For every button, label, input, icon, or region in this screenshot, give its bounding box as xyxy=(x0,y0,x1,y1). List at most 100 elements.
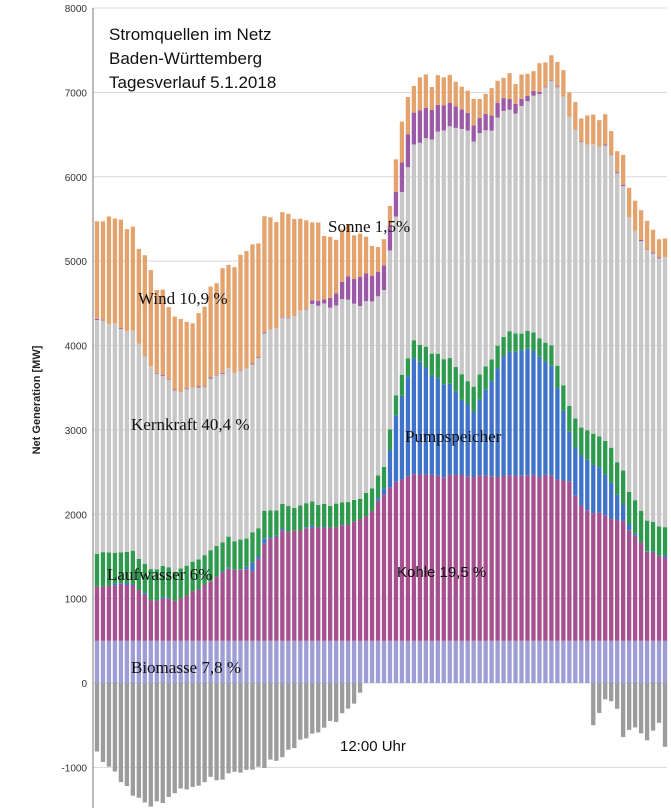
bar-biomasse xyxy=(339,640,345,683)
bar-stack xyxy=(316,222,321,733)
bar-sonne xyxy=(250,363,255,365)
bar-wind xyxy=(286,213,291,318)
bar-kernkraft xyxy=(256,357,261,529)
bar-kohle xyxy=(662,557,668,641)
bar-kernkraft xyxy=(172,390,177,572)
bar-kernkraft xyxy=(405,167,411,359)
bar-stack xyxy=(537,63,542,683)
bar-pumpspeicher xyxy=(555,388,560,480)
bar-export xyxy=(124,683,130,787)
bar-biomasse xyxy=(310,640,315,683)
bar-laufwasser xyxy=(238,539,243,570)
bar-wind xyxy=(597,120,602,147)
bar-stack xyxy=(555,61,560,683)
bar-wind xyxy=(417,77,423,111)
bar-kernkraft xyxy=(142,356,147,564)
bar-laufwasser xyxy=(411,340,417,359)
bar-pumpspeicher xyxy=(118,583,124,584)
bar-laufwasser xyxy=(262,510,267,539)
bar-sonne xyxy=(405,134,411,168)
bar-export xyxy=(609,683,614,702)
bar-stack xyxy=(632,200,638,728)
bar-kohle xyxy=(262,543,267,641)
bar-export xyxy=(626,683,632,730)
bar-kohle xyxy=(118,583,124,641)
bar-kohle xyxy=(441,477,446,641)
bar-biomasse xyxy=(447,640,452,683)
bar-laufwasser xyxy=(417,344,423,362)
bar-laufwasser xyxy=(531,332,536,351)
bar-stack xyxy=(393,159,399,683)
bar-sonne xyxy=(184,388,189,390)
bar-kernkraft xyxy=(555,87,560,366)
bar-sonne xyxy=(339,281,345,300)
bar-kernkraft xyxy=(154,373,159,570)
bar-kernkraft xyxy=(369,301,375,489)
bar-export xyxy=(184,683,189,790)
bar-stack xyxy=(561,70,566,683)
bar-laufwasser xyxy=(579,427,584,456)
bar-wind xyxy=(202,306,207,387)
bar-laufwasser xyxy=(381,466,387,489)
bar-biomasse xyxy=(351,640,357,683)
bar-kohle xyxy=(214,576,219,641)
bar-export xyxy=(316,683,321,733)
bar-wind xyxy=(184,321,189,389)
bar-kohle xyxy=(142,594,147,641)
bar-sonne xyxy=(310,300,315,304)
bar-export xyxy=(310,683,315,734)
bar-stack xyxy=(142,255,147,803)
bar-export xyxy=(286,683,291,750)
bar-laufwasser xyxy=(549,345,554,366)
bar-kernkraft xyxy=(298,310,303,506)
bar-biomasse xyxy=(256,640,261,683)
bar-wind xyxy=(656,239,662,258)
label-kernkraft: Kernkraft 40,4 % xyxy=(131,415,250,434)
bar-laufwasser xyxy=(555,365,560,389)
bar-laufwasser xyxy=(286,506,291,533)
bar-export xyxy=(615,683,620,709)
bar-biomasse xyxy=(268,640,273,683)
bar-kernkraft xyxy=(160,375,165,566)
bar-kohle xyxy=(381,494,387,641)
bar-kernkraft xyxy=(178,392,183,569)
bar-laufwasser xyxy=(435,353,440,379)
bar-stack xyxy=(178,318,183,789)
bar-kernkraft xyxy=(357,306,363,499)
bar-stack xyxy=(298,218,303,740)
bar-kernkraft xyxy=(591,144,596,434)
bar-stack xyxy=(196,313,201,786)
bar-kernkraft xyxy=(507,109,512,332)
bar-pumpspeicher xyxy=(621,504,626,522)
bar-sonne xyxy=(615,172,620,174)
bar-kernkraft xyxy=(579,142,584,428)
bar-pumpspeicher xyxy=(393,415,399,482)
bar-wind xyxy=(268,217,273,330)
bar-wind xyxy=(638,210,644,240)
bar-stack xyxy=(471,98,476,683)
bar-kohle xyxy=(345,524,351,641)
bar-biomasse xyxy=(148,640,153,683)
bar-pumpspeicher xyxy=(531,350,536,475)
bar-wind xyxy=(232,267,237,374)
bar-laufwasser xyxy=(621,470,626,505)
bar-stack xyxy=(644,220,650,741)
bar-pumpspeicher xyxy=(441,384,446,478)
bar-wind xyxy=(531,71,536,91)
bar-kohle xyxy=(405,476,411,641)
bar-laufwasser xyxy=(328,505,333,528)
bar-kernkraft xyxy=(501,110,506,337)
bar-sonne xyxy=(160,375,165,376)
bar-biomasse xyxy=(495,640,500,683)
bar-laufwasser xyxy=(298,505,303,531)
bar-kohle xyxy=(650,552,656,641)
bar-stack xyxy=(154,290,159,802)
bar-pumpspeicher xyxy=(573,447,578,496)
bar-pumpspeicher xyxy=(525,348,530,476)
bar-wind xyxy=(316,222,321,301)
bars xyxy=(94,55,668,807)
bar-biomasse xyxy=(393,640,399,683)
bar-wind xyxy=(447,74,452,103)
bar-pumpspeicher xyxy=(130,583,136,585)
bar-laufwasser xyxy=(638,510,644,543)
